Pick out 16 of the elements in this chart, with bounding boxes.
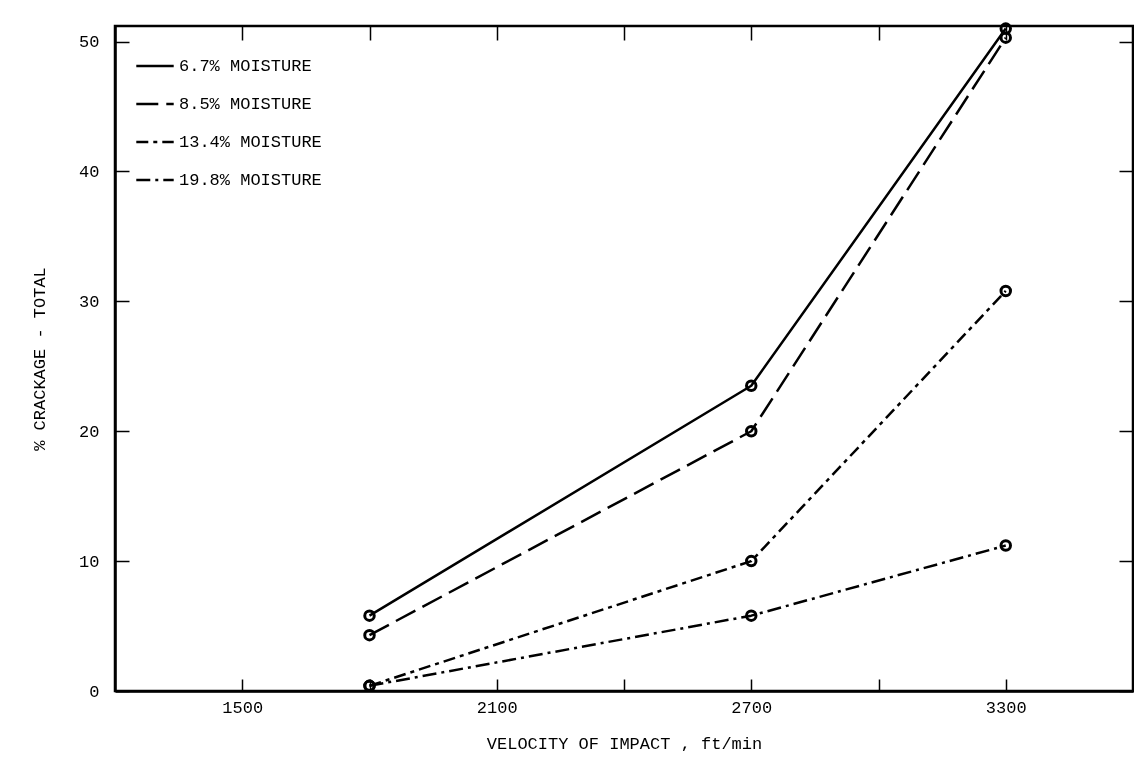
legend-label: 13.4% MOISTURE: [179, 133, 322, 152]
y-tick-label: 50: [79, 33, 100, 53]
legend-label: 6.7% MOISTURE: [179, 57, 312, 76]
x-tick-label: 3300: [985, 698, 1027, 718]
y-tick-label: 0: [89, 682, 100, 702]
y-tick-label: 20: [79, 422, 100, 442]
legend-label: 19.8% MOISTURE: [179, 171, 322, 190]
y-tick-label: 30: [79, 292, 100, 312]
x-tick-label: 2700: [731, 698, 773, 718]
y-tick-label: 40: [79, 162, 100, 182]
x-tick-label: 2100: [476, 698, 518, 718]
y-axis-title: % CRACKAGE - TOTAL: [31, 267, 51, 451]
x-tick-label: 1500: [222, 698, 264, 718]
y-tick-label: 10: [79, 552, 100, 572]
legend-label: 8.5% MOISTURE: [179, 95, 312, 114]
x-axis-title: VELOCITY OF IMPACT , ft/min: [486, 734, 763, 754]
